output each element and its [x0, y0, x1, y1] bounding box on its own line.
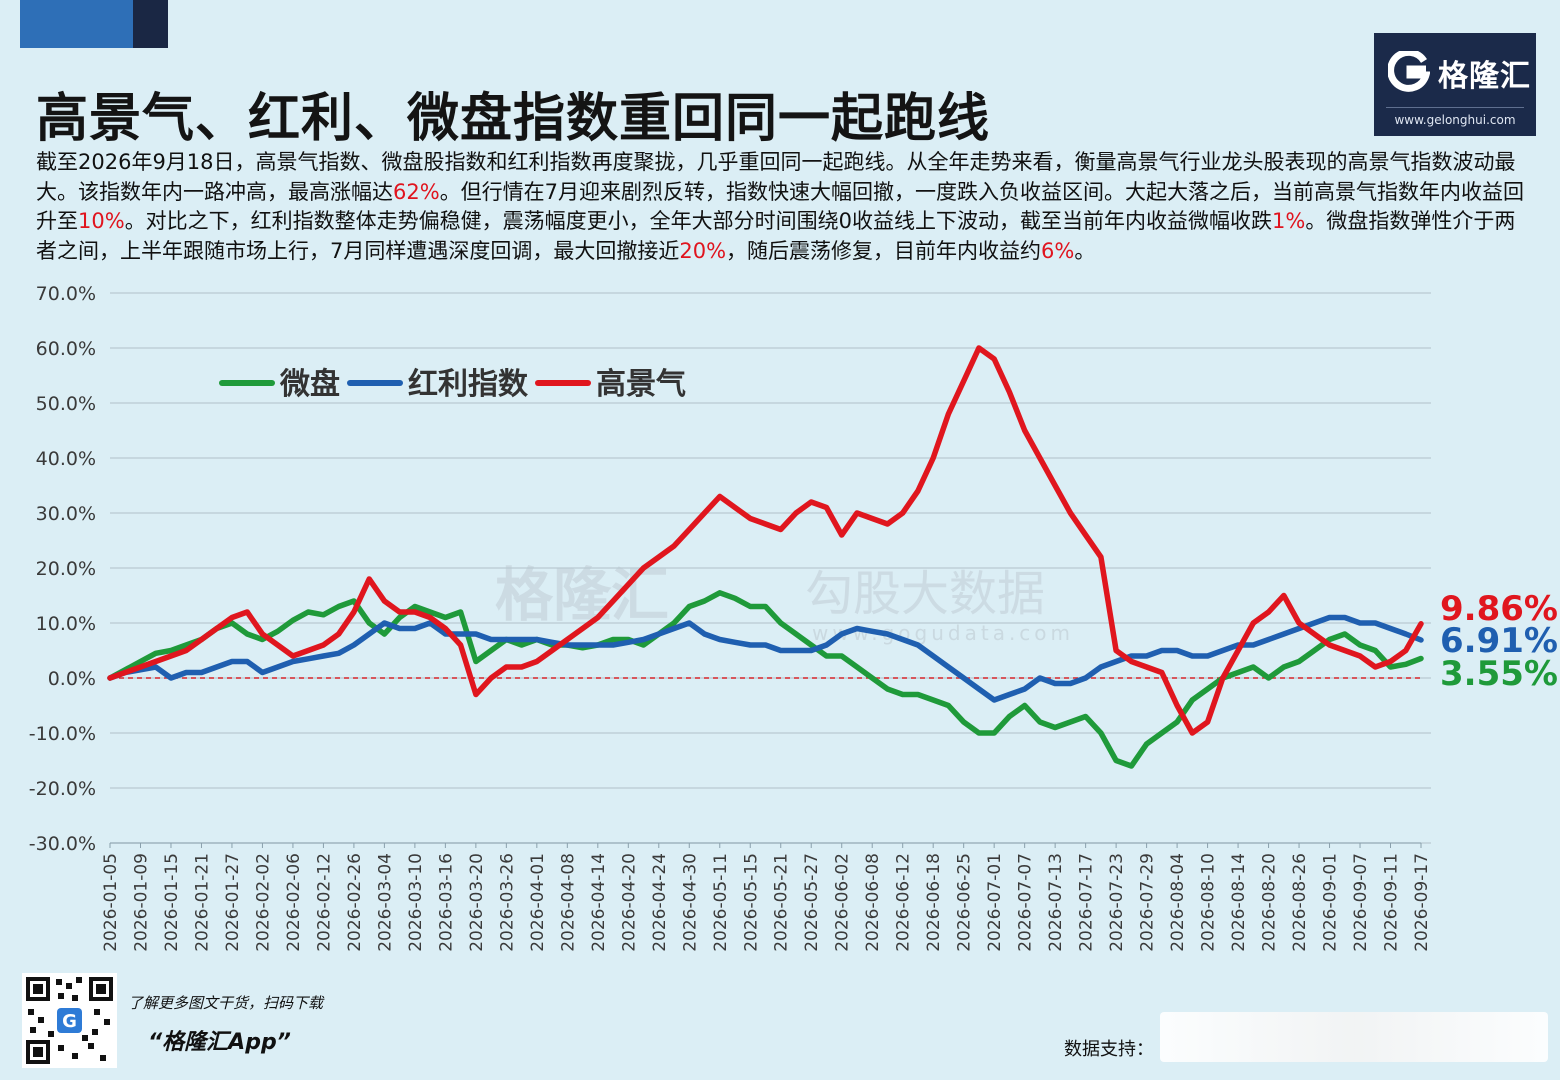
x-tick-label: 2026-02-02	[253, 853, 273, 952]
x-tick-label: 2026-06-12	[894, 853, 914, 952]
y-tick-label: 0.0%	[48, 668, 96, 690]
x-tick-label: 2026-02-12	[314, 853, 334, 952]
y-tick-label: 40.0%	[36, 448, 96, 470]
y-tick-label: -10.0%	[29, 723, 96, 745]
x-tick-label: 2026-04-14	[589, 853, 609, 952]
end-labels: 9.86%6.91%3.55%	[1440, 589, 1558, 694]
x-tick-label: 2026-04-08	[558, 853, 578, 952]
desc-text-1: 截至2026年9月18日，高景气指数、微盘股指数和红利指数再度聚拢，几乎重回同一…	[36, 150, 1516, 204]
x-tick-label: 2026-02-26	[345, 853, 365, 952]
x-tick-label: 2026-04-01	[528, 853, 548, 952]
brand-name: 格隆汇	[1438, 59, 1531, 94]
x-tick-label: 2026-04-20	[619, 853, 639, 952]
x-tick-label: 2026-07-17	[1077, 853, 1097, 952]
g-logo-icon	[1388, 51, 1430, 92]
qr-code: G	[22, 973, 117, 1068]
x-tick-label: 2026-06-25	[955, 853, 975, 952]
x-tick-label: 2026-07-13	[1046, 853, 1066, 952]
description-paragraph: 截至2026年9月18日，高景气指数、微盘股指数和红利指数再度聚拢，几乎重回同一…	[36, 148, 1526, 266]
desc-text-5: ，随后震荡修复，目前年内收益约	[726, 238, 1042, 263]
x-tick-label: 2026-04-30	[680, 853, 700, 952]
legend-label-2: 高景气	[596, 367, 686, 402]
legend: 微盘 红利指数 高景气	[219, 367, 686, 402]
x-tick-label: 2026-01-05	[101, 853, 121, 952]
series-line-2	[107, 345, 1424, 736]
svg-text:G: G	[62, 1011, 77, 1032]
y-tick-label: 20.0%	[36, 558, 96, 580]
y-tick-label: -20.0%	[29, 778, 96, 800]
brand-logo: 格隆汇 www.gelonghui.com	[1374, 33, 1536, 136]
x-tick-label: 2026-08-26	[1290, 853, 1310, 952]
x-tick-label: 2026-05-11	[711, 853, 731, 952]
x-tick-label: 2026-01-27	[223, 853, 243, 952]
end-value-label-2: 9.86%	[1440, 589, 1558, 629]
page-title: 高景气、红利、微盘指数重回同一起跑线	[36, 89, 991, 149]
watermark-site: 勾股大数据	[805, 566, 1045, 622]
line-chart: 格隆汇 勾股大数据 www.gogudata.com 70.0%60.0%50.…	[29, 283, 1558, 952]
x-tick-label: 2026-08-04	[1168, 853, 1188, 952]
x-tick-label: 2026-01-15	[162, 853, 182, 952]
y-tick-label: 50.0%	[36, 393, 96, 415]
desc-text-4: 。微盘指数弹性介于两者之间，上半年跟随市场上行，7月同样遭遇深度回调，最大回撤接…	[36, 209, 1516, 263]
desc-text-2: 。但行情在7月迎来剧烈反转，指数快速大幅回撤，一度跌入负收益区间。大起大落之后，…	[36, 179, 1525, 234]
end-value-label-0: 3.55%	[1440, 654, 1558, 694]
desc-highlight-1: 62%	[393, 179, 440, 204]
top-accent-bar	[20, 0, 168, 48]
brand-url: www.gelonghui.com	[1394, 113, 1516, 127]
x-tick-label: 2026-08-10	[1199, 853, 1219, 952]
legend-label-1: 红利指数	[408, 367, 529, 402]
desc-highlight-4: 20%	[679, 238, 727, 263]
x-tick-label: 2026-04-24	[650, 853, 670, 952]
data-source-logos	[1160, 1012, 1548, 1062]
x-tick-label: 2026-07-07	[1016, 853, 1036, 952]
x-tick-label: 2026-02-06	[284, 853, 304, 952]
x-tick-label: 2026-03-20	[467, 853, 487, 952]
x-tick-label: 2026-06-02	[833, 853, 853, 952]
x-tick-label: 2026-03-26	[497, 853, 517, 952]
y-tick-label: 10.0%	[36, 613, 96, 635]
watermark-url: www.gogudata.com	[812, 621, 1074, 645]
x-tick-label: 2026-06-08	[863, 853, 883, 952]
desc-highlight-2: 10%	[78, 209, 125, 233]
y-tick-label: 30.0%	[36, 503, 96, 525]
y-axis: 70.0% 60.0% 50.0% 40.0% 30.0% 20.0% 10.0% 0.0% -…	[29, 283, 96, 855]
x-tick-label: 2026-05-27	[802, 853, 822, 952]
x-tick-label: 2026-08-14	[1229, 853, 1249, 952]
qr-code-icon: G	[22, 973, 117, 1068]
y-tick-label: -30.0%	[29, 833, 96, 855]
x-axis: 2026-01-05 2026-01-09 2026-01-15 2026-01-21…	[101, 842, 1432, 952]
x-tick-label: 2026-01-09	[131, 853, 151, 952]
app-name: “格隆汇App”	[148, 1030, 291, 1055]
x-tick-label: 2026-09-17	[1412, 853, 1432, 952]
x-tick-label: 2026-03-04	[375, 853, 395, 952]
desc-highlight-5: 6%	[1041, 238, 1075, 263]
x-tick-label: 2026-05-21	[772, 853, 792, 952]
data-source-label: 数据支持：	[1064, 1039, 1154, 1060]
end-value-label-1: 6.91%	[1440, 621, 1558, 661]
scan-download-text: 了解更多图文干货，扫码下载	[128, 994, 324, 1012]
x-tick-label: 2026-03-16	[436, 853, 456, 952]
x-tick-label: 2026-09-07	[1351, 853, 1371, 952]
x-tick-label: 2026-06-18	[924, 853, 944, 952]
series-lines	[107, 345, 1424, 769]
x-tick-label: 2026-01-21	[192, 853, 212, 952]
legend-label-0: 微盘	[279, 367, 340, 402]
series-line-0	[107, 590, 1424, 769]
x-tick-label: 2026-05-15	[741, 853, 761, 952]
desc-text-3: 。对比之下，红利指数整体走势偏稳健，震荡幅度更小，全年大部分时间围绕0收益线上下…	[124, 209, 1273, 233]
x-tick-label: 2026-07-29	[1138, 853, 1158, 952]
desc-highlight-3: 1%	[1272, 209, 1306, 233]
y-tick-label: 70.0%	[36, 283, 96, 305]
y-tick-label: 60.0%	[36, 338, 96, 360]
x-tick-label: 2026-07-01	[985, 853, 1005, 952]
series-line-1	[107, 614, 1424, 703]
x-tick-label: 2026-08-20	[1260, 853, 1280, 952]
x-tick-label: 2026-03-10	[406, 853, 426, 952]
x-tick-label: 2026-09-01	[1321, 853, 1341, 952]
desc-text-6: 。	[1074, 238, 1096, 263]
x-tick-label: 2026-07-23	[1107, 853, 1127, 952]
x-tick-label: 2026-09-11	[1382, 853, 1402, 952]
